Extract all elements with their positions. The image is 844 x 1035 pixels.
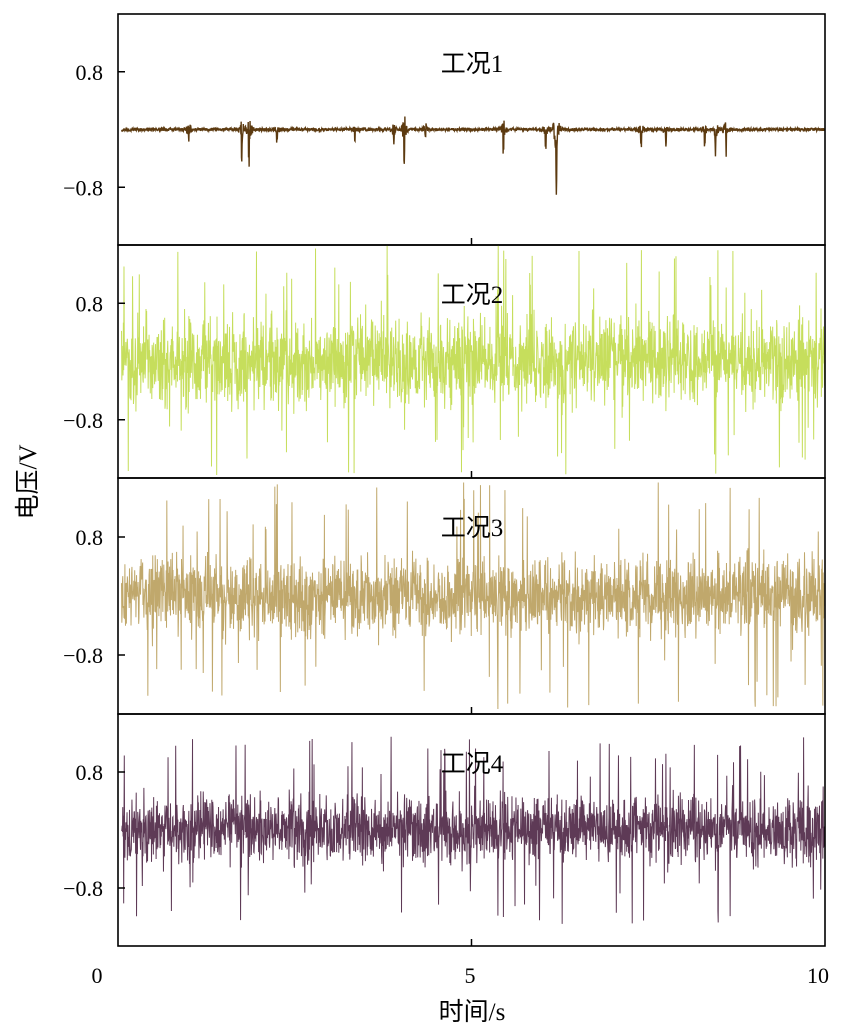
panel-4: 0.8 −0.8 工况4 bbox=[63, 713, 826, 947]
x-tick-label-5: 5 bbox=[465, 963, 476, 988]
panel-1: 0.8 −0.8 工况1 bbox=[63, 13, 826, 246]
panels: 0.8 −0.8 工况1 0.8 −0.8 工况2 0.8 −0.8 工况3 0.8 −0.8 工况4 bbox=[63, 13, 826, 947]
x-axis: 0 5 10 bbox=[92, 963, 830, 988]
y-axis-title: 电压/V bbox=[14, 444, 42, 519]
panel-title-4: 工况4 bbox=[441, 751, 504, 778]
y-tick-label-4-0: 0.8 bbox=[76, 760, 104, 785]
x-tick-label-10: 10 bbox=[807, 963, 829, 988]
panel-title-2: 工况2 bbox=[441, 282, 504, 309]
y-tick-label-2-0: 0.8 bbox=[76, 291, 104, 316]
x-axis-title: 时间/s bbox=[439, 998, 506, 1026]
panel-title-3: 工况3 bbox=[441, 515, 504, 542]
panel-3: 0.8 −0.8 工况3 bbox=[63, 477, 826, 715]
signal-line-1 bbox=[120, 116, 826, 195]
signal-line-3 bbox=[121, 482, 826, 710]
y-tick-label-1-1: −0.8 bbox=[63, 175, 103, 200]
x-tick-label-0: 0 bbox=[92, 963, 103, 988]
y-tick-label-3-0: 0.8 bbox=[76, 525, 104, 550]
panel-2: 0.8 −0.8 工况2 bbox=[63, 244, 826, 479]
y-tick-label-2-1: −0.8 bbox=[63, 408, 103, 433]
y-tick-label-1-0: 0.8 bbox=[76, 60, 104, 85]
panel-title-1: 工况1 bbox=[441, 51, 504, 78]
signal-line-2 bbox=[121, 245, 826, 476]
y-tick-label-4-1: −0.8 bbox=[63, 876, 103, 901]
y-tick-label-3-1: −0.8 bbox=[63, 643, 103, 668]
signal-line-4 bbox=[121, 736, 826, 924]
